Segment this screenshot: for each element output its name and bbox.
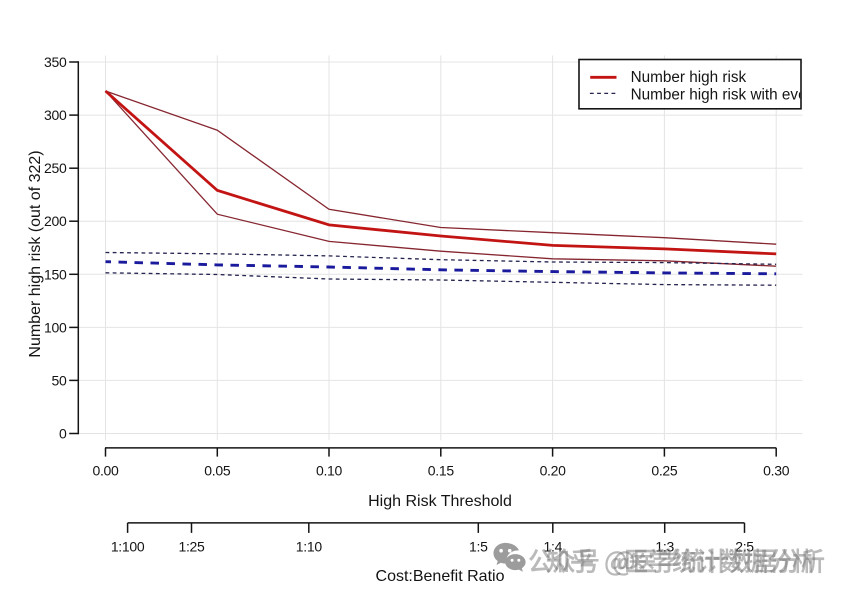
svg-text:Number high risk with event: Number high risk with event <box>631 86 820 103</box>
svg-text:350: 350 <box>44 54 67 70</box>
svg-text:200: 200 <box>44 213 67 229</box>
svg-text:0.30: 0.30 <box>763 462 790 478</box>
svg-text:0.15: 0.15 <box>428 462 455 478</box>
svg-text:Cost:Benefit Ratio: Cost:Benefit Ratio <box>376 568 505 585</box>
svg-text:0.10: 0.10 <box>316 462 343 478</box>
svg-text:0.00: 0.00 <box>92 462 119 478</box>
svg-text:1:4: 1:4 <box>544 538 563 554</box>
svg-text:1:5: 1:5 <box>469 538 488 554</box>
svg-text:1:10: 1:10 <box>296 538 323 554</box>
svg-text:0.05: 0.05 <box>204 462 231 478</box>
svg-text:1:25: 1:25 <box>178 538 205 554</box>
svg-text:Number high risk: Number high risk <box>631 69 747 86</box>
svg-text:250: 250 <box>44 160 67 176</box>
svg-text:High Risk Threshold: High Risk Threshold <box>368 493 512 510</box>
svg-text:0.25: 0.25 <box>651 462 678 478</box>
svg-text:100: 100 <box>44 319 67 335</box>
svg-text:Number high risk (out of 322): Number high risk (out of 322) <box>27 150 44 357</box>
svg-text:0.20: 0.20 <box>540 462 567 478</box>
svg-text:1:100: 1:100 <box>111 538 145 554</box>
svg-text:300: 300 <box>44 107 67 123</box>
svg-text:150: 150 <box>44 266 67 282</box>
svg-text:50: 50 <box>52 372 67 388</box>
svg-text:0: 0 <box>59 426 67 442</box>
